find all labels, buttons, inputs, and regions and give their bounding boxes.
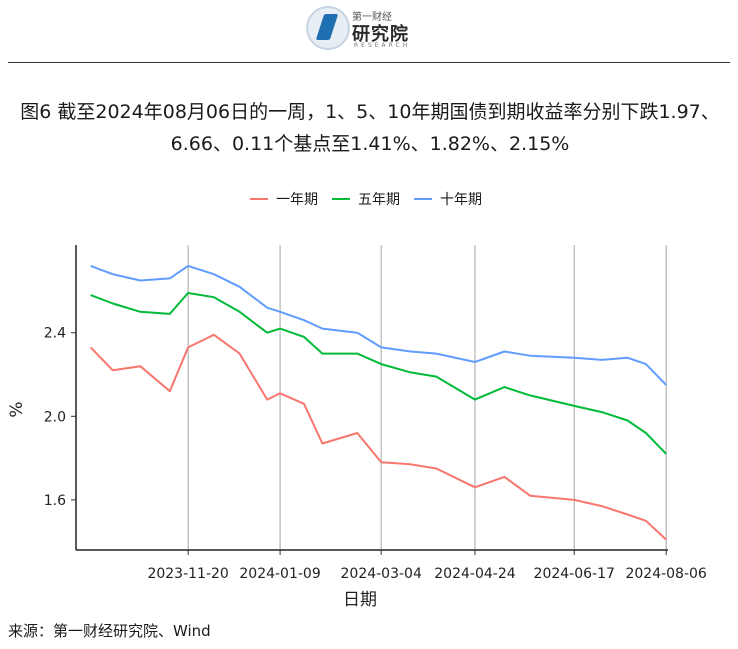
legend-swatch (414, 198, 432, 200)
y-tick-label: 2.0 (44, 409, 66, 425)
series-line-五年期 (90, 292, 667, 455)
legend-item: 一年期 (250, 189, 318, 209)
x-tick-label: 2024-08-06 (625, 566, 706, 582)
source-note: 来源：第一财经研究院、Wind (8, 622, 211, 640)
legend-swatch (332, 198, 350, 200)
header-rule (8, 62, 730, 63)
logo-en-text: RESEARCH (354, 42, 411, 49)
x-tick-label: 2024-04-24 (434, 566, 515, 582)
x-axis-label: 日期 (343, 590, 377, 610)
legend-label: 一年期 (276, 192, 318, 208)
legend-label: 五年期 (358, 192, 400, 208)
x-tick-label: 2024-01-09 (239, 566, 320, 582)
legend-item: 五年期 (332, 189, 400, 209)
x-tick-label: 2023-11-20 (147, 566, 228, 582)
x-tick-label: 2024-03-04 (341, 566, 422, 582)
logo-mark-icon (306, 6, 350, 50)
legend-label: 十年期 (440, 192, 482, 208)
legend-swatch (250, 198, 268, 200)
chart-legend: 一年期 五年期 十年期 (250, 188, 496, 210)
logo-small-text: 第一财经 (352, 12, 392, 23)
y-axis-label: % (7, 401, 27, 417)
series-line-十年期 (90, 264, 667, 386)
x-tick-label: 2024-06-17 (534, 566, 615, 582)
logo-big-text: 研究院 (352, 24, 409, 45)
legend-item: 十年期 (414, 189, 482, 209)
series-line-一年期 (89, 333, 667, 541)
y-tick-label: 2.4 (44, 326, 66, 342)
figure-title: 图6 截至2024年08月06日的一周，1、5、10年期国债到期收益率分别下跌1… (20, 101, 720, 155)
y-tick-label: 1.6 (44, 493, 66, 509)
research-logo: 第一财经 研究院 RESEARCH (306, 6, 436, 52)
